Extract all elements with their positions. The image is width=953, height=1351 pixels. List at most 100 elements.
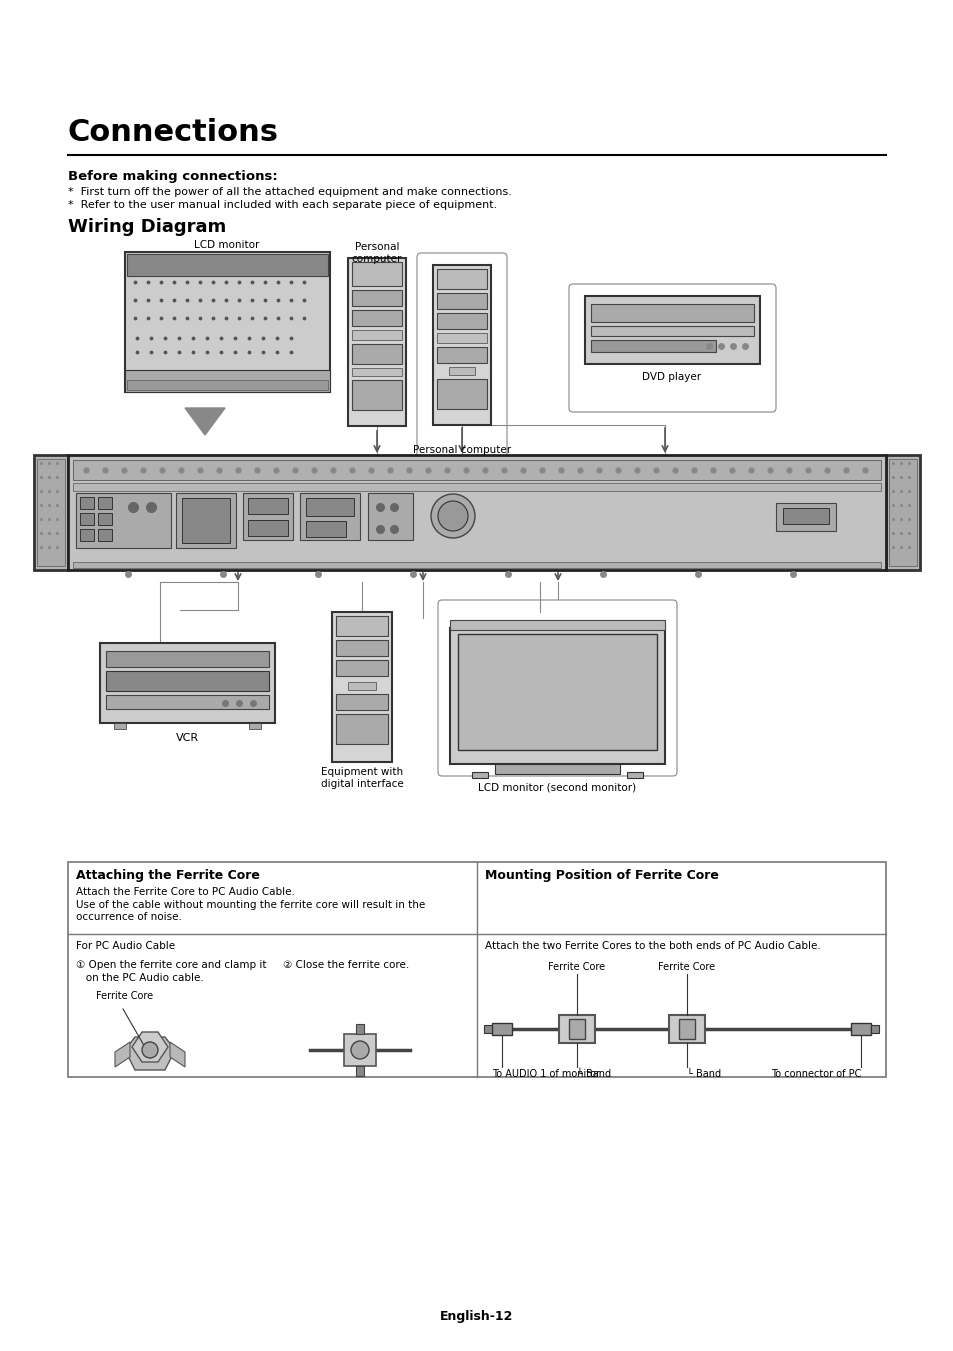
Polygon shape <box>125 1038 174 1070</box>
Bar <box>98 513 112 526</box>
Bar <box>249 723 261 730</box>
Bar <box>568 1019 584 1039</box>
Polygon shape <box>185 408 225 435</box>
Polygon shape <box>355 1024 364 1034</box>
Bar <box>37 459 65 566</box>
Bar <box>348 682 375 690</box>
Polygon shape <box>483 1025 492 1034</box>
Bar <box>106 671 269 690</box>
Bar <box>436 269 486 289</box>
Text: Ferrite Core: Ferrite Core <box>658 962 715 971</box>
Text: *  First turn off the power of all the attached equipment and make connections.: * First turn off the power of all the at… <box>68 186 512 197</box>
Circle shape <box>437 501 468 531</box>
Text: ① Open the ferrite core and clamp it: ① Open the ferrite core and clamp it <box>76 961 266 970</box>
Text: Equipment with
digital interface: Equipment with digital interface <box>320 767 403 789</box>
Bar <box>668 1015 704 1043</box>
Bar <box>335 694 388 711</box>
Text: Personal
computer: Personal computer <box>352 242 402 263</box>
FancyBboxPatch shape <box>416 253 506 466</box>
Bar <box>248 520 288 536</box>
Text: Attach the two Ferrite Cores to the both ends of PC Audio Cable.: Attach the two Ferrite Cores to the both… <box>484 942 820 951</box>
Text: Use of the cable without mounting the ferrite core will result in the: Use of the cable without mounting the fe… <box>76 900 425 911</box>
Bar <box>68 455 885 570</box>
Text: To AUDIO 1 of monitor: To AUDIO 1 of monitor <box>492 1069 599 1079</box>
Bar <box>335 713 388 744</box>
Bar <box>98 497 112 509</box>
Bar <box>775 503 835 531</box>
Text: ② Close the ferrite core.: ② Close the ferrite core. <box>283 961 409 970</box>
Bar <box>352 330 401 340</box>
Text: LCD monitor (second monitor): LCD monitor (second monitor) <box>477 782 636 792</box>
Bar <box>125 370 330 392</box>
Bar <box>98 530 112 540</box>
Bar <box>679 1019 695 1039</box>
Bar <box>590 340 716 353</box>
Bar <box>127 380 328 390</box>
Polygon shape <box>344 1034 375 1066</box>
Bar <box>306 521 346 536</box>
Bar <box>850 1023 870 1035</box>
Bar <box>335 616 388 636</box>
Bar <box>243 493 293 540</box>
Text: Mounting Position of Ferrite Core: Mounting Position of Ferrite Core <box>484 869 719 882</box>
Bar <box>106 651 269 667</box>
Bar <box>332 612 392 762</box>
Polygon shape <box>355 1066 364 1075</box>
Text: Ferrite Core: Ferrite Core <box>96 992 153 1001</box>
Bar <box>335 661 388 676</box>
Bar <box>80 530 94 540</box>
Bar <box>450 628 664 765</box>
Bar <box>352 380 401 409</box>
Text: English-12: English-12 <box>440 1310 513 1323</box>
Bar <box>472 771 488 778</box>
Bar <box>80 513 94 526</box>
Bar <box>450 620 664 630</box>
Bar <box>352 290 401 305</box>
Bar <box>626 771 642 778</box>
Bar <box>436 347 486 363</box>
Text: Wiring Diagram: Wiring Diagram <box>68 218 226 236</box>
Text: Ferrite Core: Ferrite Core <box>548 962 605 971</box>
Text: To connector of PC: To connector of PC <box>770 1069 861 1079</box>
Circle shape <box>142 1042 158 1058</box>
Text: *  Refer to the user manual included with each separate piece of equipment.: * Refer to the user manual included with… <box>68 200 497 209</box>
Bar <box>492 1023 512 1035</box>
Bar <box>125 253 330 392</box>
Polygon shape <box>115 1042 130 1067</box>
Text: DVD player: DVD player <box>641 372 700 382</box>
Bar <box>113 723 126 730</box>
Bar <box>449 367 475 376</box>
Polygon shape <box>870 1025 878 1034</box>
Bar <box>436 293 486 309</box>
Bar <box>885 455 919 570</box>
Text: VCR: VCR <box>175 734 198 743</box>
Text: on the PC Audio cable.: on the PC Audio cable. <box>76 973 204 984</box>
Bar <box>335 640 388 657</box>
Circle shape <box>431 494 475 538</box>
Bar <box>34 455 68 570</box>
Circle shape <box>351 1042 369 1059</box>
Text: Attaching the Ferrite Core: Attaching the Ferrite Core <box>76 869 259 882</box>
Bar <box>436 332 486 343</box>
Bar <box>100 643 274 723</box>
Text: Personal computer: Personal computer <box>413 444 511 455</box>
Bar <box>175 493 235 549</box>
Bar <box>495 765 619 774</box>
Bar <box>248 499 288 513</box>
Bar <box>80 497 94 509</box>
Bar <box>73 484 880 490</box>
Text: LCD monitor: LCD monitor <box>194 240 259 250</box>
Bar <box>127 254 328 276</box>
Text: └ Band: └ Band <box>686 1069 720 1079</box>
Bar <box>558 1015 595 1043</box>
Bar <box>182 499 230 543</box>
Polygon shape <box>170 1042 185 1067</box>
Bar <box>352 309 401 326</box>
Bar <box>436 380 486 409</box>
FancyBboxPatch shape <box>568 284 775 412</box>
Bar <box>352 367 401 376</box>
Bar <box>299 493 359 540</box>
FancyBboxPatch shape <box>437 600 677 775</box>
Text: Attach the Ferrite Core to PC Audio Cable.: Attach the Ferrite Core to PC Audio Cabl… <box>76 888 294 897</box>
Polygon shape <box>132 1032 168 1062</box>
